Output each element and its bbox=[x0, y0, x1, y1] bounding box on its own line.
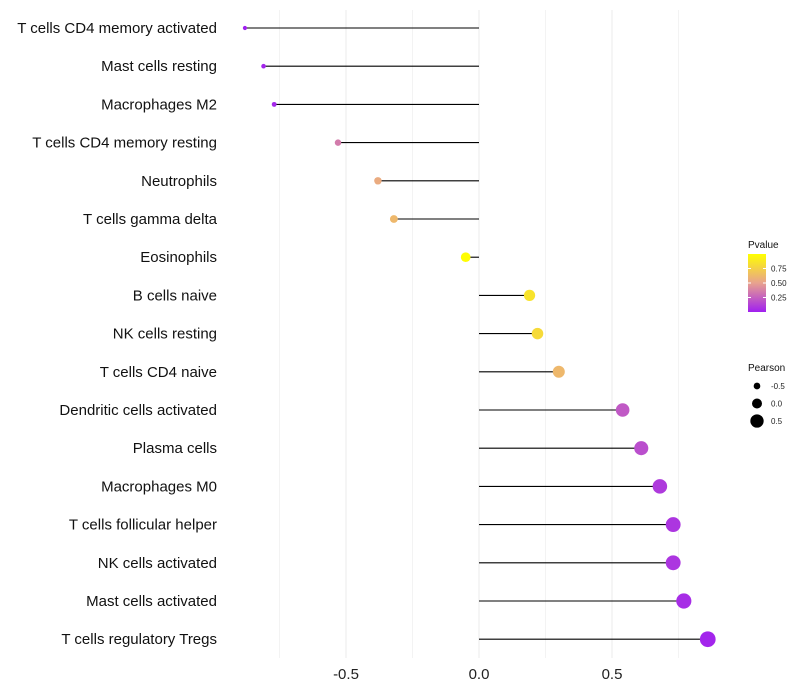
category-label: Mast cells activated bbox=[86, 593, 217, 610]
color-legend-label: 0.50 bbox=[771, 279, 787, 288]
lollipop-point bbox=[615, 403, 630, 417]
lollipop-point bbox=[242, 25, 247, 31]
color-legend-bar bbox=[748, 254, 766, 312]
lollipop-point bbox=[271, 101, 277, 107]
category-label: Mast cells resting bbox=[101, 58, 217, 75]
lollipop-point bbox=[665, 517, 681, 533]
lollipop-point bbox=[261, 63, 266, 69]
category-label: Macrophages M2 bbox=[101, 96, 217, 113]
category-labels: T cells CD4 memory activated Mast cells r… bbox=[17, 20, 217, 648]
lollipop-segments bbox=[244, 27, 708, 640]
size-legend-label: 0.0 bbox=[771, 400, 783, 409]
category-label: B cells naive bbox=[133, 287, 217, 304]
category-label: T cells CD4 memory activated bbox=[17, 20, 217, 37]
category-label: NK cells resting bbox=[113, 326, 217, 343]
size-legend-label: 0.5 bbox=[771, 417, 783, 426]
lollipop-point bbox=[389, 215, 398, 223]
lollipop-point bbox=[652, 479, 668, 494]
lollipop-point bbox=[676, 593, 692, 609]
category-label: NK cells activated bbox=[98, 555, 217, 572]
category-label: T cells CD4 naive bbox=[100, 364, 217, 381]
category-label: T cells follicular helper bbox=[69, 517, 217, 534]
lollipop-point bbox=[699, 631, 716, 648]
color-legend-label: 0.25 bbox=[771, 294, 787, 303]
category-label: Eosinophils bbox=[140, 249, 217, 266]
lollipop-point bbox=[552, 365, 565, 378]
lollipop-point bbox=[523, 289, 536, 302]
legend: Pvalue 0.25 0.50 0.75 Pearson -0.5 0.0 0.5 bbox=[748, 240, 787, 428]
lollipop-point bbox=[374, 177, 382, 185]
category-label: T cells gamma delta bbox=[83, 211, 218, 228]
size-legend-title: Pearson bbox=[748, 363, 785, 374]
size-legend-dot bbox=[753, 382, 761, 390]
color-legend-title: Pvalue bbox=[748, 240, 779, 251]
x-tick-label: 0.0 bbox=[469, 666, 490, 683]
size-legend-dot bbox=[752, 398, 762, 409]
category-label: Plasma cells bbox=[133, 440, 217, 457]
x-axis-ticks: -0.5 0.0 0.5 bbox=[333, 666, 622, 683]
x-tick-label: -0.5 bbox=[333, 666, 359, 683]
size-legend-items: -0.5 0.0 0.5 bbox=[750, 382, 785, 428]
size-legend-dot bbox=[750, 414, 764, 428]
color-legend-ticks: 0.25 0.50 0.75 bbox=[748, 265, 787, 303]
lollipop-point bbox=[460, 252, 471, 263]
lollipop-points bbox=[242, 25, 716, 648]
size-legend-label: -0.5 bbox=[771, 382, 785, 391]
color-legend-label: 0.75 bbox=[771, 265, 787, 274]
lollipop-point bbox=[531, 327, 544, 340]
grid-lines bbox=[279, 10, 679, 658]
lollipop-point bbox=[334, 139, 342, 146]
category-label: T cells regulatory Tregs bbox=[61, 631, 217, 648]
lollipop-point bbox=[665, 555, 681, 571]
category-label: T cells CD4 memory resting bbox=[32, 135, 217, 152]
category-label: Macrophages M0 bbox=[101, 478, 217, 495]
category-label: Dendritic cells activated bbox=[59, 402, 217, 419]
lollipop-point bbox=[634, 441, 649, 456]
x-tick-label: 0.5 bbox=[602, 666, 623, 683]
category-label: Neutrophils bbox=[141, 173, 217, 190]
